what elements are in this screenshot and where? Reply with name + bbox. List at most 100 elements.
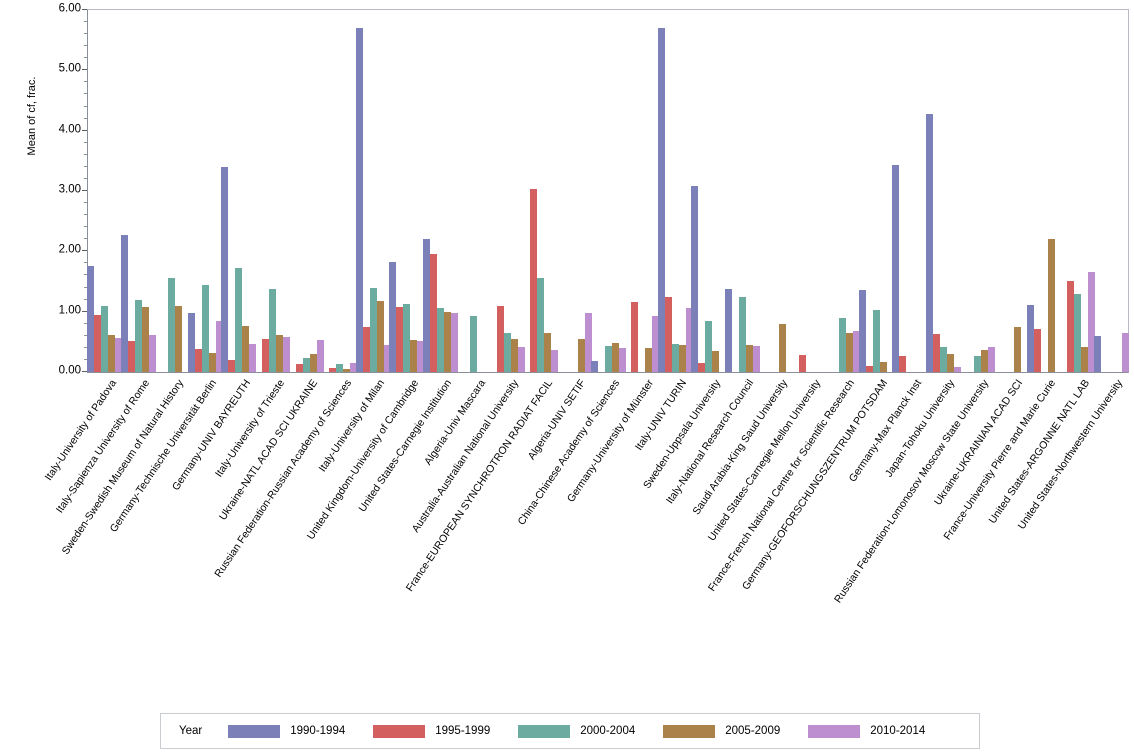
bar (496, 305, 504, 372)
bar (698, 362, 706, 372)
bar (389, 262, 397, 372)
bar (590, 360, 598, 372)
y-tick-label: 1.00 (58, 303, 81, 316)
bar (577, 338, 585, 372)
bar (108, 335, 116, 372)
legend-label: 2005-2009 (725, 725, 781, 737)
legend-item[interactable]: 1990-1994 (228, 724, 345, 738)
y-tick-mark (82, 310, 87, 312)
bar-group (120, 10, 156, 372)
bar (925, 114, 933, 372)
y-tick-minor-mark (84, 202, 87, 204)
bar-group (825, 10, 861, 372)
bar (738, 297, 746, 372)
bar-group (490, 10, 525, 372)
legend-item[interactable]: 2010-2014 (808, 724, 925, 738)
bar (645, 347, 653, 372)
bar-group (1060, 10, 1096, 372)
bar (134, 300, 142, 372)
legend-label: 1995-1999 (435, 725, 491, 737)
bar (517, 346, 525, 372)
legend-item[interactable]: 2000-2004 (518, 724, 636, 738)
bar-group (557, 10, 592, 372)
y-tick-mark (82, 129, 87, 131)
bar-group (87, 10, 123, 372)
legend-items: 1990-1994 1995-1999 2000-2004 2005-2009 2010… (228, 724, 953, 738)
y-tick-minor-mark (84, 165, 87, 167)
bar-group (993, 10, 1028, 372)
legend-swatch (663, 724, 716, 738)
y-tick-minor-mark (84, 33, 87, 35)
bar-group (960, 10, 995, 372)
bar (329, 367, 337, 372)
bar-group (1026, 10, 1062, 372)
legend-title: Year (179, 725, 203, 737)
bar (752, 346, 760, 372)
bar (215, 321, 223, 372)
y-tick-label: 6.00 (58, 2, 81, 15)
bar (973, 356, 981, 372)
chart-legend: Year 1990-1994 1995-1999 2000-2004 2005-200… (160, 713, 980, 749)
bar-group (523, 10, 559, 372)
y-tick-label: 5.00 (58, 62, 81, 75)
bar (120, 235, 128, 372)
bar (355, 28, 363, 372)
bar (403, 303, 411, 372)
bar (671, 344, 679, 372)
bar (879, 361, 887, 372)
bar (417, 341, 425, 372)
legend-item[interactable]: 1995-1999 (373, 724, 491, 738)
y-tick-minor-mark (84, 105, 87, 107)
bar (705, 321, 713, 372)
bar-group (892, 10, 927, 372)
legend-swatch (228, 724, 281, 738)
y-tick-minor-mark (84, 262, 87, 264)
bar (1088, 272, 1096, 372)
legend-item[interactable]: 2005-2009 (663, 724, 781, 738)
bar (611, 343, 619, 372)
bar (194, 349, 202, 372)
bar (410, 340, 418, 372)
bar (846, 333, 854, 372)
bar (618, 348, 626, 372)
bar (187, 313, 195, 372)
bar-group (590, 10, 626, 372)
bar (362, 326, 370, 372)
bar-group (289, 10, 324, 372)
bar (396, 306, 404, 372)
y-tick-label: 0.00 (58, 364, 81, 377)
bar (1121, 333, 1129, 372)
bar (235, 268, 243, 372)
bar-group (758, 10, 793, 372)
bar-group (389, 10, 425, 372)
bar (295, 364, 303, 372)
bar (87, 265, 95, 372)
bar (858, 289, 866, 372)
bar-group (792, 10, 827, 372)
plot-area (87, 9, 1129, 373)
bar (657, 28, 665, 372)
bar (1033, 328, 1041, 372)
bar (712, 350, 720, 372)
y-tick-label: 4.00 (58, 122, 81, 135)
bar (932, 334, 940, 372)
bar-group (355, 10, 391, 372)
bar (249, 344, 257, 372)
bar (242, 326, 250, 372)
x-tick-label: Algeria-Univ Mascara (421, 377, 488, 468)
legend-swatch (808, 724, 861, 738)
bar-group (657, 10, 693, 372)
bar (383, 345, 391, 372)
bar (530, 189, 538, 372)
bar (283, 337, 291, 372)
bar-group (255, 10, 291, 372)
legend-swatch (373, 724, 426, 738)
y-tick-label: 3.00 (58, 183, 81, 196)
y-tick-minor-mark (84, 346, 87, 348)
legend-label: 2000-2004 (580, 725, 636, 737)
bar (1014, 327, 1022, 372)
bar-group (221, 10, 257, 372)
bar (141, 307, 149, 372)
bar (652, 315, 660, 372)
